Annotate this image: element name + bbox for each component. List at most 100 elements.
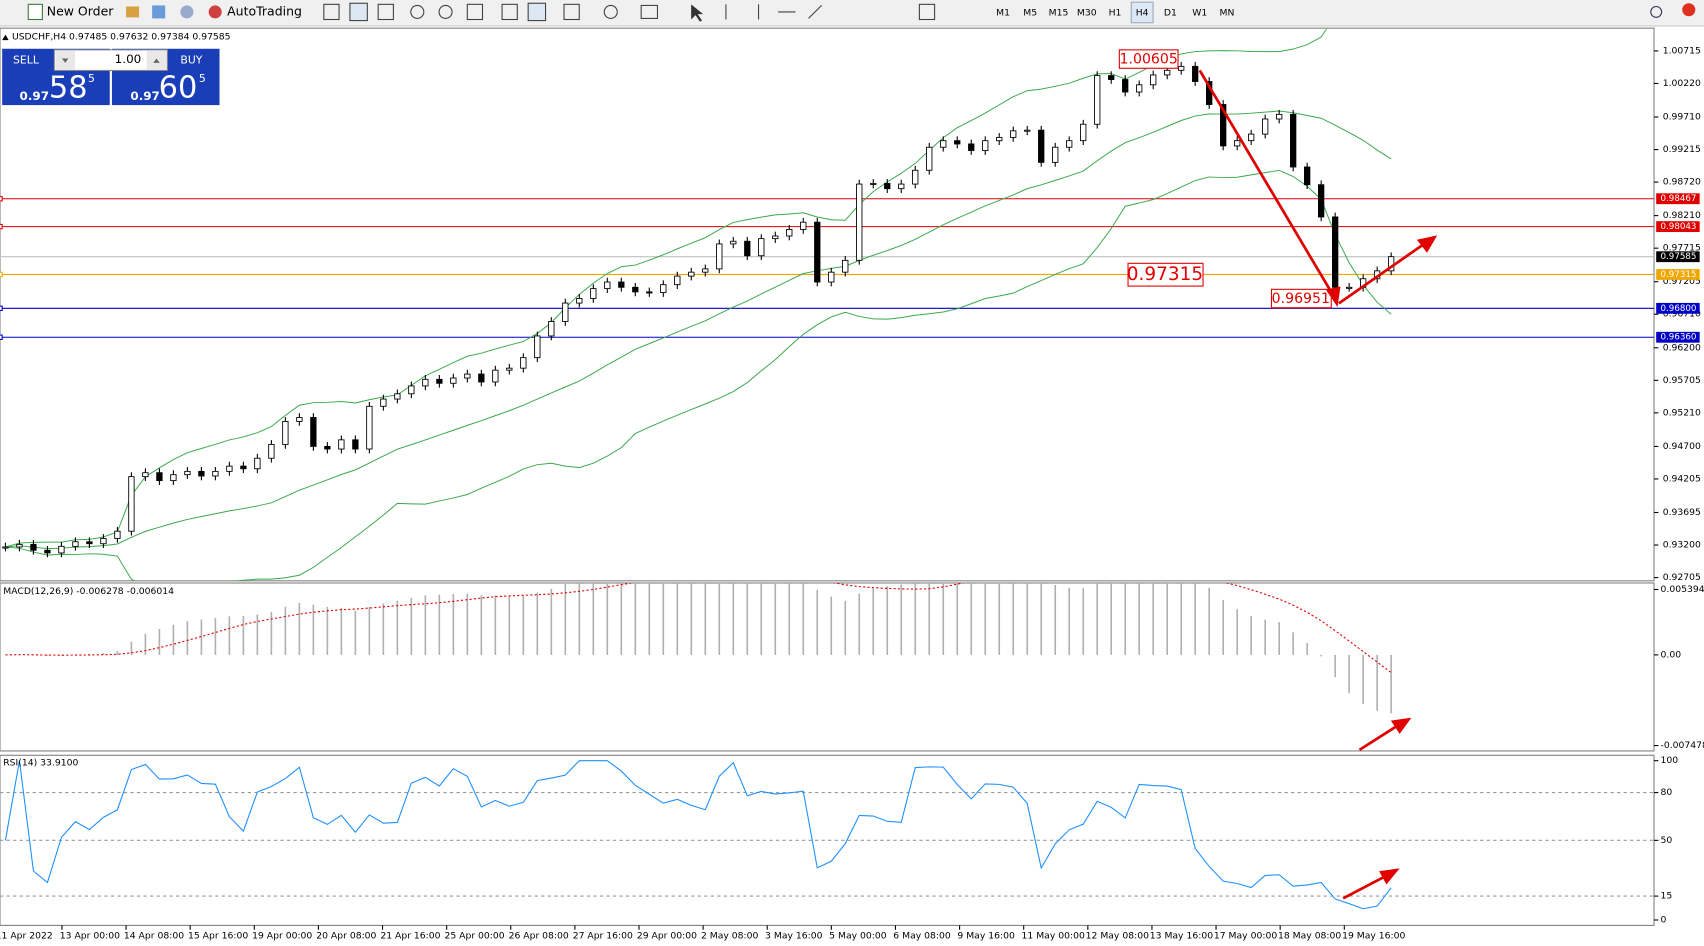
- lot-value[interactable]: 1.00: [115, 52, 142, 66]
- timeframe-button[interactable]: D1: [1164, 8, 1177, 19]
- candle: [296, 417, 303, 422]
- y-tick-label: 0.99215: [1663, 144, 1701, 155]
- candle: [1192, 65, 1199, 82]
- candle: [898, 183, 905, 190]
- level-marker: [0, 334, 3, 340]
- y-tick-label: 0.96710: [1663, 309, 1701, 320]
- y-tick-label: -0.007478: [1661, 740, 1704, 751]
- candle: [1290, 113, 1297, 168]
- candle: [604, 281, 611, 290]
- autotrading-button[interactable]: AutoTrading: [227, 3, 302, 18]
- buy-button[interactable]: BUY: [180, 54, 202, 67]
- timeframe-button[interactable]: M15: [1049, 8, 1069, 19]
- x-tick-label: 13 May 16:00: [1150, 931, 1213, 942]
- toolbar-icon[interactable]: [126, 6, 140, 18]
- level-label: 0.96360: [1661, 333, 1697, 343]
- y-tick-label: 0.97205: [1663, 276, 1701, 287]
- new-order-icon[interactable]: [27, 3, 43, 21]
- candle: [646, 291, 653, 294]
- timeframe-button[interactable]: M30: [1077, 8, 1097, 19]
- candle: [716, 243, 723, 270]
- templates-button[interactable]: [640, 4, 659, 19]
- y-tick-label: 80: [1661, 787, 1673, 798]
- candle: [156, 472, 163, 482]
- collapse-arrow[interactable]: [2, 34, 9, 41]
- level-marker: [0, 196, 3, 202]
- candle: [1108, 75, 1115, 80]
- timeframe-button[interactable]: MN: [1219, 8, 1234, 19]
- bollinger-band: [5, 169, 1392, 581]
- lot-field[interactable]: [53, 49, 168, 71]
- candle: [548, 321, 555, 337]
- x-tick-label: 29 Apr 00:00: [637, 931, 697, 942]
- timeframe-button[interactable]: M5: [1023, 8, 1037, 19]
- text-label-button[interactable]: [918, 3, 936, 21]
- candle: [940, 140, 947, 148]
- candle: [1038, 129, 1045, 163]
- indicators-button[interactable]: [563, 3, 580, 21]
- y-tick-label: 0.93200: [1663, 540, 1701, 551]
- rsi-plot: [0, 760, 1655, 910]
- sell-button[interactable]: SELL: [13, 54, 39, 67]
- y-tick-label: 0.95705: [1663, 375, 1701, 386]
- timeframe-button[interactable]: H4: [1136, 8, 1149, 19]
- candle: [408, 385, 415, 395]
- x-tick-label: 9 May 16:00: [957, 931, 1015, 942]
- candle: [240, 465, 247, 470]
- candle: [114, 530, 121, 539]
- up-arrow: [1338, 241, 1427, 305]
- candle: [772, 235, 779, 240]
- search-button[interactable]: [1650, 5, 1663, 18]
- autotrading-icon[interactable]: [208, 5, 222, 19]
- bar-chart-button[interactable]: [323, 3, 340, 21]
- x-tick-label: 19 May 16:00: [1342, 931, 1405, 942]
- candle: [828, 271, 835, 283]
- candle: [380, 398, 387, 407]
- candle-chart-button[interactable]: [349, 2, 368, 22]
- candle: [856, 183, 863, 261]
- candle: [1332, 216, 1339, 288]
- timeframe-button[interactable]: M1: [996, 8, 1010, 19]
- candle: [1234, 140, 1241, 147]
- candle: [688, 271, 695, 277]
- line-chart-button[interactable]: [377, 3, 394, 21]
- candle: [534, 335, 541, 359]
- buy-price-sup: 5: [199, 72, 206, 85]
- periods-button[interactable]: [603, 4, 618, 19]
- candle: [450, 377, 457, 384]
- rsi-label: RSI(14) 33.9100: [3, 757, 78, 768]
- toolbar-icon[interactable]: [180, 5, 194, 19]
- candle: [1304, 166, 1311, 186]
- x-tick-label: 20 Apr 08:00: [316, 931, 376, 942]
- y-tick-label: 1.00220: [1663, 78, 1701, 89]
- candle: [842, 259, 849, 273]
- timeframe-button[interactable]: H1: [1109, 8, 1122, 19]
- candle: [16, 543, 23, 548]
- toolbar-icon[interactable]: [152, 5, 166, 19]
- timeframe-button[interactable]: W1: [1192, 8, 1207, 19]
- candle: [282, 420, 289, 445]
- candle: [226, 465, 233, 472]
- zoom-in-button[interactable]: [410, 4, 425, 19]
- candle: [352, 439, 359, 450]
- level-label-bg: [1656, 302, 1700, 314]
- autoscroll-button[interactable]: [501, 3, 518, 21]
- cursor-button[interactable]: [691, 4, 704, 22]
- timeframe-bar: M1 M5 M15 M30 H1 H4 D1 W1 MN: [996, 8, 1234, 19]
- y-tick-label: 0.94205: [1663, 473, 1701, 484]
- candle: [926, 146, 933, 171]
- candle: [170, 474, 177, 482]
- y-tick-label: 0.98720: [1663, 177, 1701, 188]
- candle: [562, 302, 569, 322]
- candle: [422, 378, 429, 387]
- trendline-button[interactable]: [808, 5, 822, 19]
- tile-button[interactable]: [466, 3, 484, 21]
- new-order-button[interactable]: New Order: [47, 3, 115, 18]
- level-marker: [0, 305, 3, 312]
- candle: [2, 546, 9, 549]
- shift-button[interactable]: [527, 2, 547, 22]
- notification-badge[interactable]: [1682, 3, 1696, 17]
- zoom-out-button[interactable]: [438, 4, 453, 19]
- candle: [884, 182, 891, 190]
- arrow-head: [1390, 717, 1412, 734]
